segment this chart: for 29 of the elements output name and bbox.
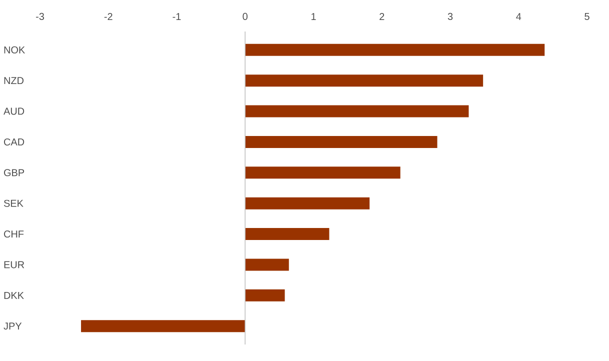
x-tick-label: 2 xyxy=(380,13,384,20)
x-tick-label: 0 xyxy=(242,12,248,20)
bar xyxy=(245,74,484,87)
x-tick-label: 1 xyxy=(312,13,316,20)
bar xyxy=(245,105,469,118)
bar xyxy=(245,289,285,302)
x-tick-label: 3 xyxy=(448,12,453,20)
y-tick-label: CHF xyxy=(4,230,24,238)
x-tick-label: -2 xyxy=(104,13,112,20)
y-tick-label: NOK xyxy=(4,46,25,54)
y-tick-label: NZD xyxy=(4,77,24,84)
x-tick-label: -1 xyxy=(172,13,181,20)
bar xyxy=(81,320,246,332)
bar xyxy=(245,197,370,210)
bar xyxy=(245,166,400,179)
y-tick-label: GBP xyxy=(4,169,24,176)
bar xyxy=(245,136,438,148)
x-tick-label: -3 xyxy=(36,12,44,20)
y-tick-label: CAD xyxy=(4,138,24,146)
y-tick-label: EUR xyxy=(4,261,24,268)
bar xyxy=(245,44,545,56)
y-tick-label: DKK xyxy=(4,292,24,299)
y-tick-label: AUD xyxy=(4,108,24,115)
x-tick-label: 5 xyxy=(584,13,590,20)
bar xyxy=(245,258,289,271)
bar xyxy=(245,228,330,240)
y-tick-label: JPY xyxy=(4,322,22,330)
x-tick-label: 4 xyxy=(516,13,522,20)
y-tick-label: SEK xyxy=(4,200,24,207)
